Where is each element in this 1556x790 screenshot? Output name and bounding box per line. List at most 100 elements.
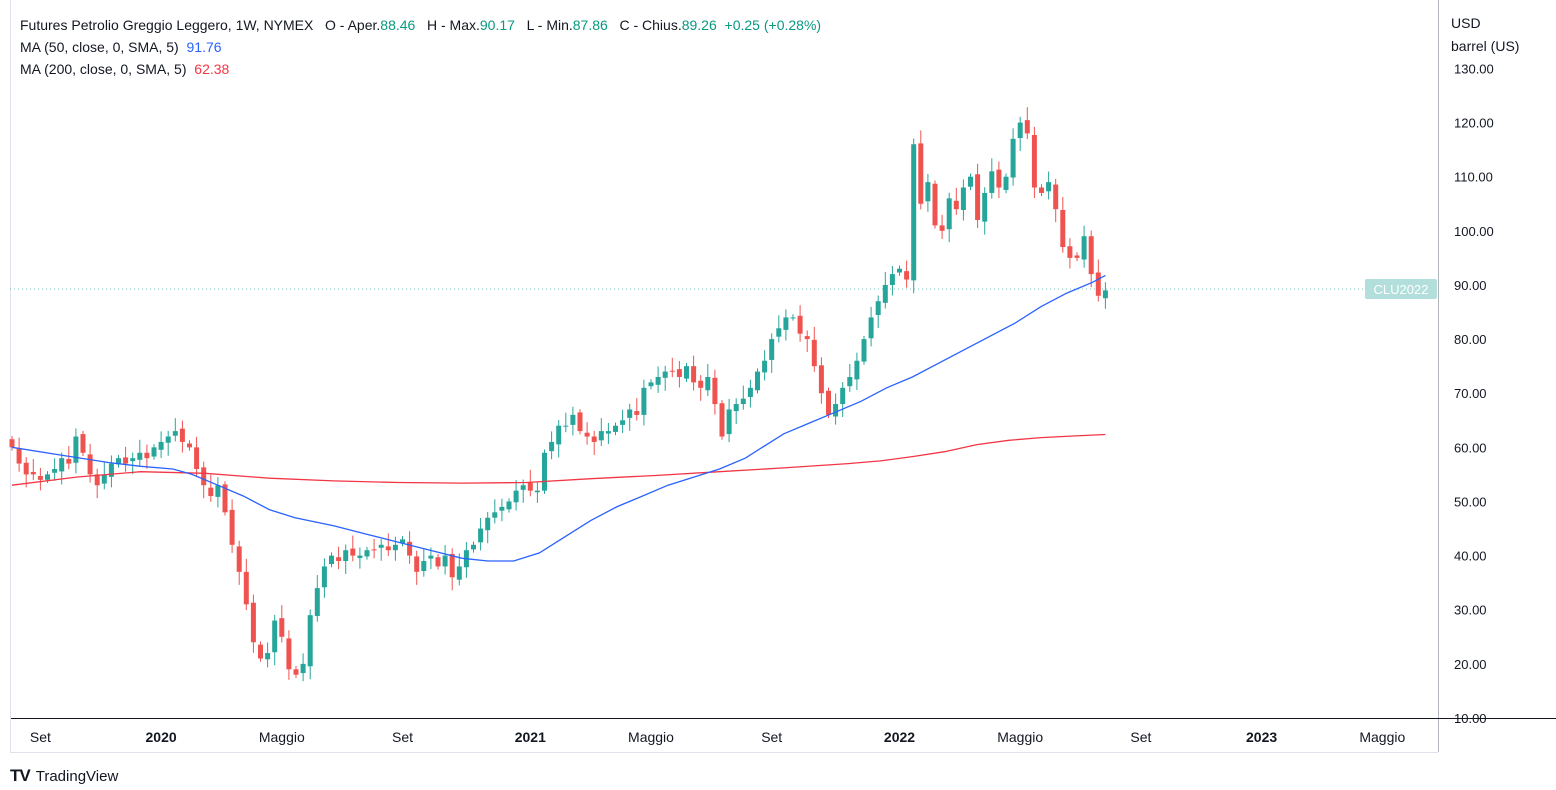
symbol-title[interactable]: Futures Petrolio Greggio Leggero, 1W, NY… bbox=[20, 17, 314, 33]
candle-body bbox=[222, 484, 228, 513]
candle-body bbox=[123, 457, 129, 464]
close-label: C - Chius. bbox=[619, 17, 682, 33]
candle-body bbox=[868, 317, 874, 339]
candle-body bbox=[655, 376, 661, 385]
candle-body bbox=[59, 458, 65, 472]
candle-body bbox=[378, 544, 384, 548]
ma200-value: 62.38 bbox=[194, 61, 230, 77]
candle-body bbox=[847, 376, 853, 387]
high-value: 90.17 bbox=[479, 17, 515, 33]
candle-body bbox=[762, 360, 768, 373]
candle-body bbox=[485, 517, 491, 531]
candle-body bbox=[94, 474, 100, 486]
candle-body bbox=[272, 620, 278, 653]
candle-body bbox=[258, 644, 263, 659]
ma200-row[interactable]: MA (200, close, 0, SMA, 5) 62.38 bbox=[20, 58, 821, 80]
candle-body bbox=[797, 315, 803, 334]
y-tick-label: 60.00 bbox=[1454, 440, 1487, 455]
candle-body bbox=[172, 431, 178, 436]
open-label: O - Aper. bbox=[325, 17, 381, 33]
ma50-row[interactable]: MA (50, close, 0, SMA, 5) 91.76 bbox=[20, 36, 821, 58]
candle-body bbox=[1060, 209, 1066, 248]
candle-body bbox=[215, 485, 221, 497]
tradingview-logo-icon: TV bbox=[10, 766, 31, 785]
candle-body bbox=[968, 176, 973, 187]
candle-body bbox=[243, 571, 249, 605]
symbol-tag-label: CLU2022 bbox=[1374, 282, 1429, 297]
candle-body bbox=[385, 546, 391, 551]
x-tick-label: 2022 bbox=[884, 729, 915, 745]
symbol-tag-bg bbox=[1365, 278, 1437, 299]
candle-body bbox=[456, 566, 462, 580]
candle-body bbox=[357, 555, 363, 559]
candle-body bbox=[932, 183, 938, 226]
candle-body bbox=[755, 371, 760, 391]
candle-body bbox=[80, 434, 86, 453]
candle-body bbox=[236, 546, 242, 572]
candle-body bbox=[705, 376, 711, 391]
candle-body bbox=[23, 462, 29, 475]
candle-body bbox=[549, 441, 555, 452]
candle-body bbox=[556, 425, 562, 445]
candle-body bbox=[471, 544, 476, 550]
candle-body bbox=[364, 550, 370, 557]
candle-body bbox=[939, 225, 945, 231]
candle-body bbox=[790, 317, 796, 319]
candle-body bbox=[1095, 272, 1101, 296]
candle-body bbox=[684, 366, 689, 379]
candle-body bbox=[833, 404, 839, 417]
candle-body bbox=[840, 387, 846, 405]
x-tick-label: 2023 bbox=[1246, 729, 1277, 745]
candle-body bbox=[16, 448, 22, 464]
tradingview-logo[interactable]: TV TradingView bbox=[10, 766, 118, 786]
candle-body bbox=[996, 169, 1002, 188]
candle-body bbox=[712, 377, 718, 405]
y-tick-label: 70.00 bbox=[1454, 386, 1487, 401]
candle-body bbox=[101, 474, 107, 484]
price-axis-unit: USD barrel (US) bbox=[1451, 12, 1519, 58]
candle-body bbox=[570, 414, 576, 425]
x-tick-label: Set bbox=[1130, 729, 1151, 745]
candle-body bbox=[676, 369, 682, 377]
candle-body bbox=[158, 441, 164, 450]
candle-body bbox=[392, 544, 398, 551]
candle-body bbox=[87, 454, 93, 475]
candle-body bbox=[1046, 182, 1052, 192]
candle-body bbox=[421, 561, 427, 572]
y-tick-label: 130.00 bbox=[1454, 61, 1494, 76]
candle-body bbox=[30, 471, 36, 475]
candle-body bbox=[882, 284, 888, 303]
candle-body bbox=[911, 144, 917, 281]
candle-body bbox=[1081, 236, 1087, 260]
candle-body bbox=[691, 366, 697, 383]
candle-body bbox=[542, 452, 547, 491]
candle-body bbox=[946, 198, 952, 230]
candle-body bbox=[293, 669, 299, 675]
candle-body bbox=[747, 387, 753, 398]
candle-body bbox=[662, 371, 668, 378]
candle-body bbox=[1024, 120, 1030, 134]
candle-body bbox=[400, 539, 405, 544]
open-value: 88.46 bbox=[380, 17, 416, 33]
candle-body bbox=[740, 398, 746, 405]
x-tick-label: Set bbox=[392, 729, 413, 745]
y-tick-label: 20.00 bbox=[1454, 657, 1487, 672]
candle-body bbox=[719, 403, 725, 437]
candle-body bbox=[165, 436, 171, 443]
candle-body bbox=[826, 390, 831, 415]
candle-body bbox=[648, 382, 654, 387]
x-tick-label: Set bbox=[30, 729, 51, 745]
candle-body bbox=[1039, 187, 1044, 193]
candle-body bbox=[641, 387, 647, 415]
candle-body bbox=[563, 425, 569, 427]
candle-body bbox=[534, 490, 540, 493]
ma50-label: MA (50, close, 0, SMA, 5) bbox=[20, 39, 179, 55]
candle-body bbox=[1053, 184, 1059, 210]
candle-body bbox=[861, 339, 867, 362]
candle-body bbox=[953, 200, 959, 210]
candle-body bbox=[144, 452, 150, 459]
candle-body bbox=[1074, 255, 1080, 258]
candle-body bbox=[1067, 246, 1073, 258]
candle-body bbox=[634, 411, 640, 415]
